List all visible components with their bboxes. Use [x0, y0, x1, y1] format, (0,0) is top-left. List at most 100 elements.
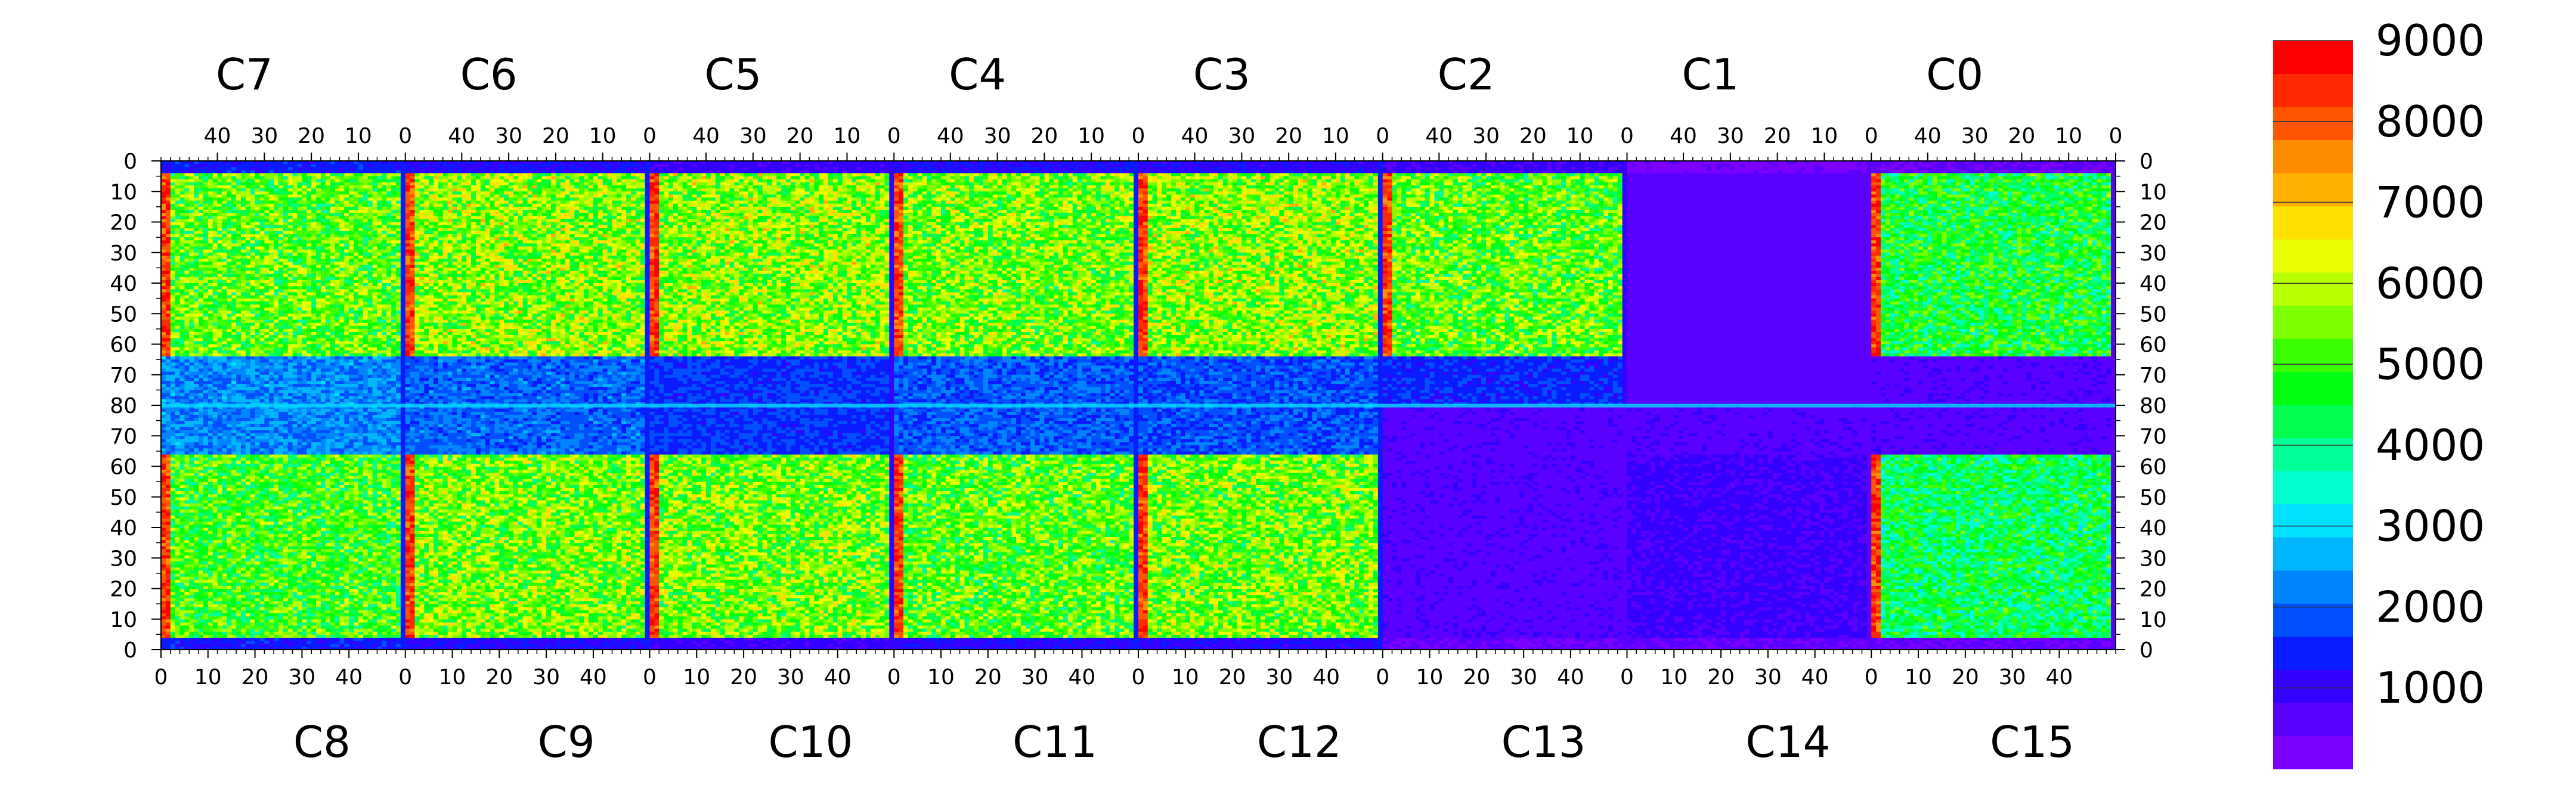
bottom-tick-label: 0 — [1620, 665, 1634, 690]
top-tick-label: 0 — [1865, 124, 1878, 148]
colorbar-segment — [2273, 339, 2353, 372]
colorbar-segment — [2273, 603, 2353, 637]
top-tick-label: 30 — [1228, 124, 1255, 148]
top-tick-label: 30 — [984, 124, 1011, 148]
chip-label-c2: C2 — [1438, 49, 1495, 100]
left-tick-label: 30 — [110, 241, 137, 266]
bottom-tick-label: 30 — [777, 665, 804, 690]
bottom-tick-label: 10 — [1416, 665, 1444, 690]
bottom-tick-label: 40 — [1557, 665, 1584, 690]
top-tick-label: 30 — [250, 124, 278, 148]
chip-label-c7: C7 — [216, 49, 273, 100]
bottom-tick-label: 30 — [1510, 665, 1537, 690]
bottom-tick-label: 40 — [2046, 665, 2073, 690]
bottom-tick-label: 30 — [288, 665, 315, 690]
right-tick-label: 60 — [2140, 333, 2167, 358]
bottom-tick-label: 0 — [1865, 665, 1878, 690]
left-tick-label: 20 — [110, 578, 137, 602]
right-tick-label: 10 — [2140, 180, 2167, 204]
top-tick-label: 20 — [1764, 124, 1791, 148]
top-tick-label: 0 — [1620, 124, 1634, 148]
bottom-tick-label: 30 — [532, 665, 560, 690]
top-tick-label: 30 — [1961, 124, 1989, 148]
chip-tile-c5 — [650, 161, 894, 406]
colorbar-segment — [2273, 107, 2353, 140]
right-tick-label: 70 — [2140, 364, 2167, 388]
right-tick-label: 10 — [2140, 608, 2167, 632]
top-tick-label: 40 — [937, 124, 964, 148]
bottom-tick-label: 30 — [1021, 665, 1049, 690]
top-tick-label: 30 — [495, 124, 522, 148]
colorbar-segment — [2273, 703, 2353, 736]
top-tick-label: 10 — [1078, 124, 1105, 148]
colorbar-segment — [2273, 140, 2353, 173]
colorbar-segment — [2273, 570, 2353, 604]
top-tick-label: 40 — [692, 124, 720, 148]
chip-label-c5: C5 — [704, 49, 761, 100]
colorbar-tick-label: 3000 — [2376, 501, 2485, 551]
colorbar-tick-label: 8000 — [2376, 97, 2485, 147]
left-tick-label: 80 — [110, 394, 137, 418]
chip-tile-c3 — [1138, 161, 1383, 406]
top-tick-label: 10 — [1566, 124, 1594, 148]
left-tick-label: 20 — [110, 211, 137, 235]
bottom-tick-label: 30 — [1999, 665, 2026, 690]
top-tick-label: 40 — [1914, 124, 1942, 148]
top-tick-label: 30 — [1717, 124, 1744, 148]
bottom-tick-label: 0 — [1132, 665, 1145, 690]
chip-tile-c7 — [161, 161, 405, 406]
chip-tile-c11 — [894, 405, 1138, 650]
right-tick-label: 20 — [2140, 578, 2167, 602]
bottom-tick-label: 20 — [242, 665, 269, 690]
chip-label-c6: C6 — [460, 49, 518, 100]
bottom-tick-label: 10 — [1172, 665, 1199, 690]
colorbar-segment — [2273, 173, 2353, 206]
colorbar-segment — [2273, 637, 2353, 670]
colorbar-segment — [2273, 537, 2353, 570]
left-tick-label: 60 — [110, 455, 137, 480]
colorbar-segment — [2273, 272, 2353, 306]
top-tick-label: 10 — [345, 124, 372, 148]
colorbar-segment — [2273, 669, 2353, 703]
top-tick-label: 10 — [1322, 124, 1349, 148]
left-tick-label: 40 — [110, 516, 137, 541]
left-tick-label: 70 — [110, 364, 137, 388]
chip-label-c4: C4 — [949, 49, 1006, 100]
left-tick-label: 60 — [110, 333, 137, 358]
top-tick-label: 30 — [1472, 124, 1500, 148]
right-tick-label: 40 — [2140, 516, 2167, 541]
top-tick-label: 20 — [542, 124, 569, 148]
bottom-tick-label: 40 — [580, 665, 607, 690]
top-tick-label: 40 — [1670, 124, 1697, 148]
top-tick-label: 40 — [1181, 124, 1209, 148]
colorbar-tick-label: 7000 — [2376, 178, 2485, 228]
bottom-tick-label: 30 — [1754, 665, 1782, 690]
top-tick-label: 0 — [398, 124, 412, 148]
top-tick-label: 20 — [298, 124, 325, 148]
bottom-tick-label: 10 — [1905, 665, 1932, 690]
left-tick-label: 50 — [110, 302, 137, 327]
bottom-tick-label: 0 — [154, 665, 168, 690]
bottom-tick-label: 10 — [927, 665, 955, 690]
right-tick-label: 40 — [2140, 272, 2167, 296]
chip-tile-c12 — [1138, 405, 1383, 650]
top-tick-label: 10 — [589, 124, 617, 148]
colorbar-segment — [2273, 206, 2353, 240]
chip-label-c3: C3 — [1193, 49, 1250, 100]
colorbar-tick-label: 5000 — [2376, 339, 2485, 389]
chip-label-c10: C10 — [768, 717, 853, 767]
top-tick-label: 10 — [834, 124, 861, 148]
chip-tile-c4 — [894, 161, 1138, 406]
right-tick-label: 30 — [2140, 547, 2167, 571]
bottom-tick-label: 20 — [485, 665, 513, 690]
top-tick-label: 40 — [448, 124, 475, 148]
right-tick-label: 80 — [2140, 394, 2167, 418]
chip-label-c14: C14 — [1745, 717, 1830, 767]
left-tick-label: 0 — [123, 638, 137, 663]
top-tick-label: 20 — [1030, 124, 1058, 148]
chip-label-c11: C11 — [1013, 717, 1097, 767]
right-tick-label: 0 — [2140, 638, 2153, 663]
